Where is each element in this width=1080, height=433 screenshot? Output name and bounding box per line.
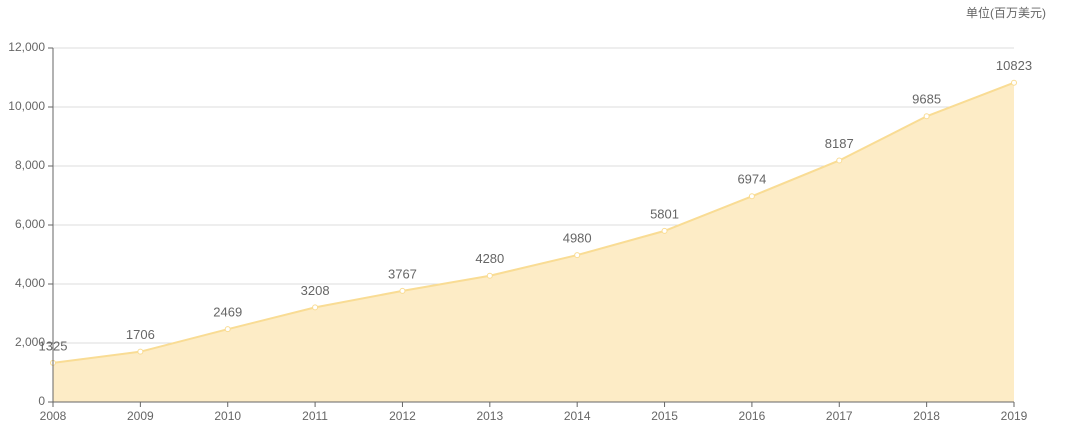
value-label: 3208: [301, 283, 330, 298]
point: [1011, 79, 1017, 86]
x-tick-label: 2019: [1001, 409, 1028, 423]
point: [224, 326, 231, 333]
y-tick-label: 8,000: [15, 158, 45, 172]
unit-label: 单位(百万美元): [966, 5, 1046, 20]
point: [748, 193, 755, 200]
x-tick-label: 2016: [739, 409, 766, 423]
value-label: 5801: [650, 206, 679, 221]
y-tick-label: 10,000: [8, 99, 45, 113]
x-tick-label: 2012: [389, 409, 416, 423]
point: [312, 304, 319, 311]
x-tick-label: 2018: [913, 409, 940, 423]
value-label: 6974: [737, 172, 766, 187]
y-tick-label: 2,000: [15, 335, 45, 349]
y-tick-label: 6,000: [15, 217, 45, 231]
point: [486, 272, 493, 279]
value-label: 2469: [213, 305, 242, 320]
x-tick-label: 2010: [214, 409, 241, 423]
x-tick-label: 2011: [302, 409, 328, 423]
point: [399, 287, 406, 294]
point: [661, 227, 668, 234]
area: [53, 82, 1014, 402]
x-tick-label: 2017: [826, 409, 853, 423]
value-label: 9685: [912, 92, 941, 107]
x-tick-label: 2009: [127, 409, 154, 423]
point: [923, 113, 930, 120]
value-label: 4980: [563, 231, 592, 246]
x-tick-label: 2014: [564, 409, 591, 423]
y-tick-label: 12,000: [8, 40, 45, 54]
y-tick-label: 4,000: [15, 276, 45, 290]
point: [574, 252, 581, 259]
value-label: 1706: [126, 327, 155, 342]
value-label: 10823: [996, 58, 1032, 73]
point: [137, 348, 144, 355]
x-tick-label: 2008: [40, 409, 67, 423]
x-tick-label: 2013: [476, 409, 503, 423]
y-tick-label: 0: [38, 394, 45, 408]
x-tick-label: 2015: [651, 409, 678, 423]
line: [52, 81, 1015, 364]
value-label: 3767: [388, 266, 417, 281]
value-label: 8187: [825, 136, 854, 151]
point: [836, 157, 843, 164]
value-label: 4280: [475, 251, 504, 266]
